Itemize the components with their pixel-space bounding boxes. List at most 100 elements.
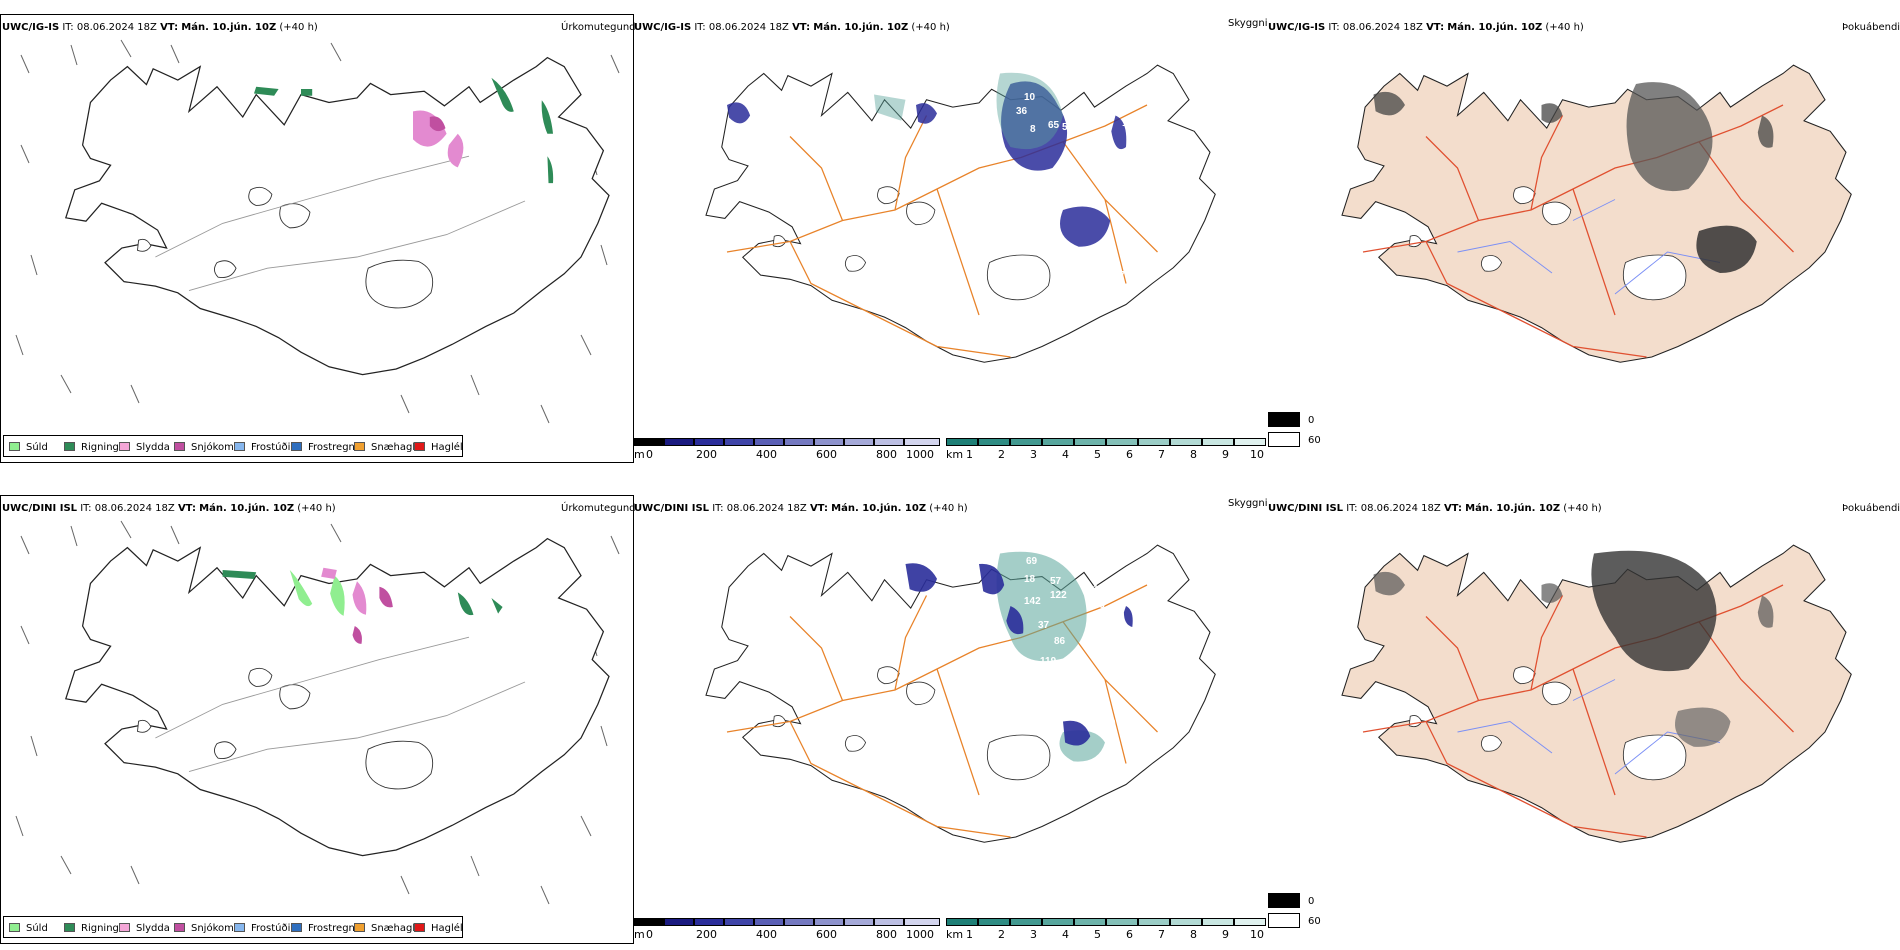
cb-swatch <box>904 438 940 446</box>
legend-swatch <box>119 442 130 451</box>
vis-swatch <box>1074 438 1106 446</box>
cb-swatch <box>664 438 694 446</box>
cb-swatch <box>814 438 844 446</box>
cb-swatch <box>874 918 904 926</box>
svg-text:36: 36 <box>1016 106 1028 117</box>
cb-tick: 800 <box>876 928 897 941</box>
fog-title-row1: UWC/IG-IS IT: 08.06.2024 18Z VT: Mán. 10… <box>1268 22 1584 33</box>
vis-unit: km <box>946 448 964 461</box>
fog-corner-row1: Þokuábendi <box>1842 22 1900 33</box>
fog-label: 0 <box>1308 415 1315 426</box>
vis-swatch <box>1170 438 1202 446</box>
vis-swatch <box>978 438 1010 446</box>
svg-text:197: 197 <box>1084 632 1101 643</box>
svg-text:58: 58 <box>1062 122 1074 133</box>
vis-tick: 3 <box>1030 928 1037 941</box>
legend-swatch <box>174 442 185 451</box>
vis-tick: 10 <box>1250 448 1264 461</box>
legend-item-sudd: Súld <box>9 442 48 453</box>
svg-text:44: 44 <box>1144 600 1156 611</box>
svg-text:102: 102 <box>1084 118 1101 129</box>
cb-tick: 200 <box>696 928 717 941</box>
cb-tick: 0 <box>646 928 653 941</box>
cb-swatch <box>694 918 724 926</box>
cb-tick: 400 <box>756 448 777 461</box>
fog-map-row2 <box>1341 544 1852 843</box>
svg-text:73: 73 <box>1142 146 1154 157</box>
vis-tick: 8 <box>1190 928 1197 941</box>
cb-tick: 400 <box>756 928 777 941</box>
legend-item-sudd: Súld <box>9 923 48 934</box>
legend-item-haglel: Haglél <box>414 923 463 934</box>
vis-swatch <box>1042 438 1074 446</box>
svg-text:10: 10 <box>1024 92 1036 103</box>
vis-swatch <box>1202 438 1234 446</box>
vis-swatch <box>978 918 1010 926</box>
cb-tick: 800 <box>876 448 897 461</box>
legend-swatch <box>64 923 75 932</box>
cb-tick: 600 <box>816 448 837 461</box>
fog-label: 60 <box>1308 435 1321 446</box>
visibility-corner-row2: Skyggni <box>1228 498 1268 509</box>
svg-text:118: 118 <box>1088 584 1105 595</box>
cb-swatch <box>754 438 784 446</box>
weather-panel-row1: Súld Rigning Slydda Snjókoma Frostúði Fr… <box>0 14 634 463</box>
weather-panel-row2: Súld Rigning Slydda Snjókoma Frostúði Fr… <box>0 495 634 944</box>
vis-swatch <box>1106 918 1138 926</box>
precip-legend-row1: Súld Rigning Slydda Snjókoma Frostúði Fr… <box>3 435 463 457</box>
cb-swatch <box>784 438 814 446</box>
svg-text:19: 19 <box>754 118 766 129</box>
vis-tick: 1 <box>966 928 973 941</box>
legend-item-slydda: Slydda <box>119 442 170 453</box>
legend-item-frostregn: Frostregn <box>291 442 355 453</box>
vis-swatch <box>1234 918 1266 926</box>
svg-text:76: 76 <box>1108 738 1120 749</box>
cb-swatch <box>724 918 754 926</box>
fog-swatch <box>1268 412 1300 427</box>
fog-map-row1 <box>1341 64 1852 363</box>
svg-text:57: 57 <box>994 624 1006 635</box>
svg-text:127: 127 <box>1122 580 1139 591</box>
vis-tick: 1 <box>966 448 973 461</box>
weather-title-row2: UWC/DINI ISL IT: 08.06.2024 18Z VT: Mán.… <box>2 503 336 514</box>
legend-swatch <box>234 923 245 932</box>
cb-swatch <box>664 918 694 926</box>
fog-title-row2: UWC/DINI ISL IT: 08.06.2024 18Z VT: Mán.… <box>1268 503 1602 514</box>
vis-swatch <box>1202 918 1234 926</box>
vis-tick: 5 <box>1094 448 1101 461</box>
svg-text:8: 8 <box>746 136 752 147</box>
visibility-map-row2: 103 71 69 18 57 122 142 118 136 127 197 … <box>705 544 1216 843</box>
legend-item-rigning: Rigning <box>64 442 119 453</box>
vis-swatch <box>1010 438 1042 446</box>
svg-text:0: 0 <box>1110 718 1116 729</box>
svg-text:142: 142 <box>1024 596 1041 607</box>
cb-tick: 1000 <box>906 928 934 941</box>
fog-legend-row1: 0 60 <box>1268 412 1338 460</box>
cb-swatch <box>844 438 874 446</box>
visibility-title-row1: UWC/IG-IS IT: 08.06.2024 18Z VT: Mán. 10… <box>634 22 950 33</box>
cb-swatch <box>634 438 664 446</box>
svg-text:46: 46 <box>1064 90 1076 101</box>
legend-swatch <box>291 442 302 451</box>
svg-text:103: 103 <box>950 552 967 563</box>
legend-swatch <box>64 442 75 451</box>
visibility-map-row1: 46 102 13 104 171 88 65 58 27 96 59 36 1… <box>705 64 1216 363</box>
vis-swatch <box>1138 918 1170 926</box>
svg-text:71: 71 <box>980 552 992 563</box>
visibility-scale-row1: km 1 2 3 4 5 6 7 8 9 10 <box>946 438 1266 461</box>
svg-text:18: 18 <box>1024 574 1036 585</box>
fog-swatch <box>1268 432 1300 447</box>
svg-text:119: 119 <box>1040 656 1057 667</box>
cb-swatch <box>814 918 844 926</box>
visibility-title-row2: UWC/DINI ISL IT: 08.06.2024 18Z VT: Mán.… <box>634 503 968 514</box>
svg-text:88: 88 <box>1054 192 1066 203</box>
cb-swatch <box>874 438 904 446</box>
svg-text:8: 8 <box>1030 124 1036 135</box>
visibility-labels-row1: 46 102 13 104 171 88 65 58 27 96 59 36 1… <box>746 90 1154 289</box>
legend-item-rigning: Rigning <box>64 923 119 934</box>
vis-swatch <box>1234 438 1266 446</box>
legend-item-snjokoma: Snjókoma <box>174 442 240 453</box>
vis-tick: 10 <box>1250 928 1264 941</box>
vis-tick: 7 <box>1158 448 1165 461</box>
legend-swatch <box>354 923 365 932</box>
